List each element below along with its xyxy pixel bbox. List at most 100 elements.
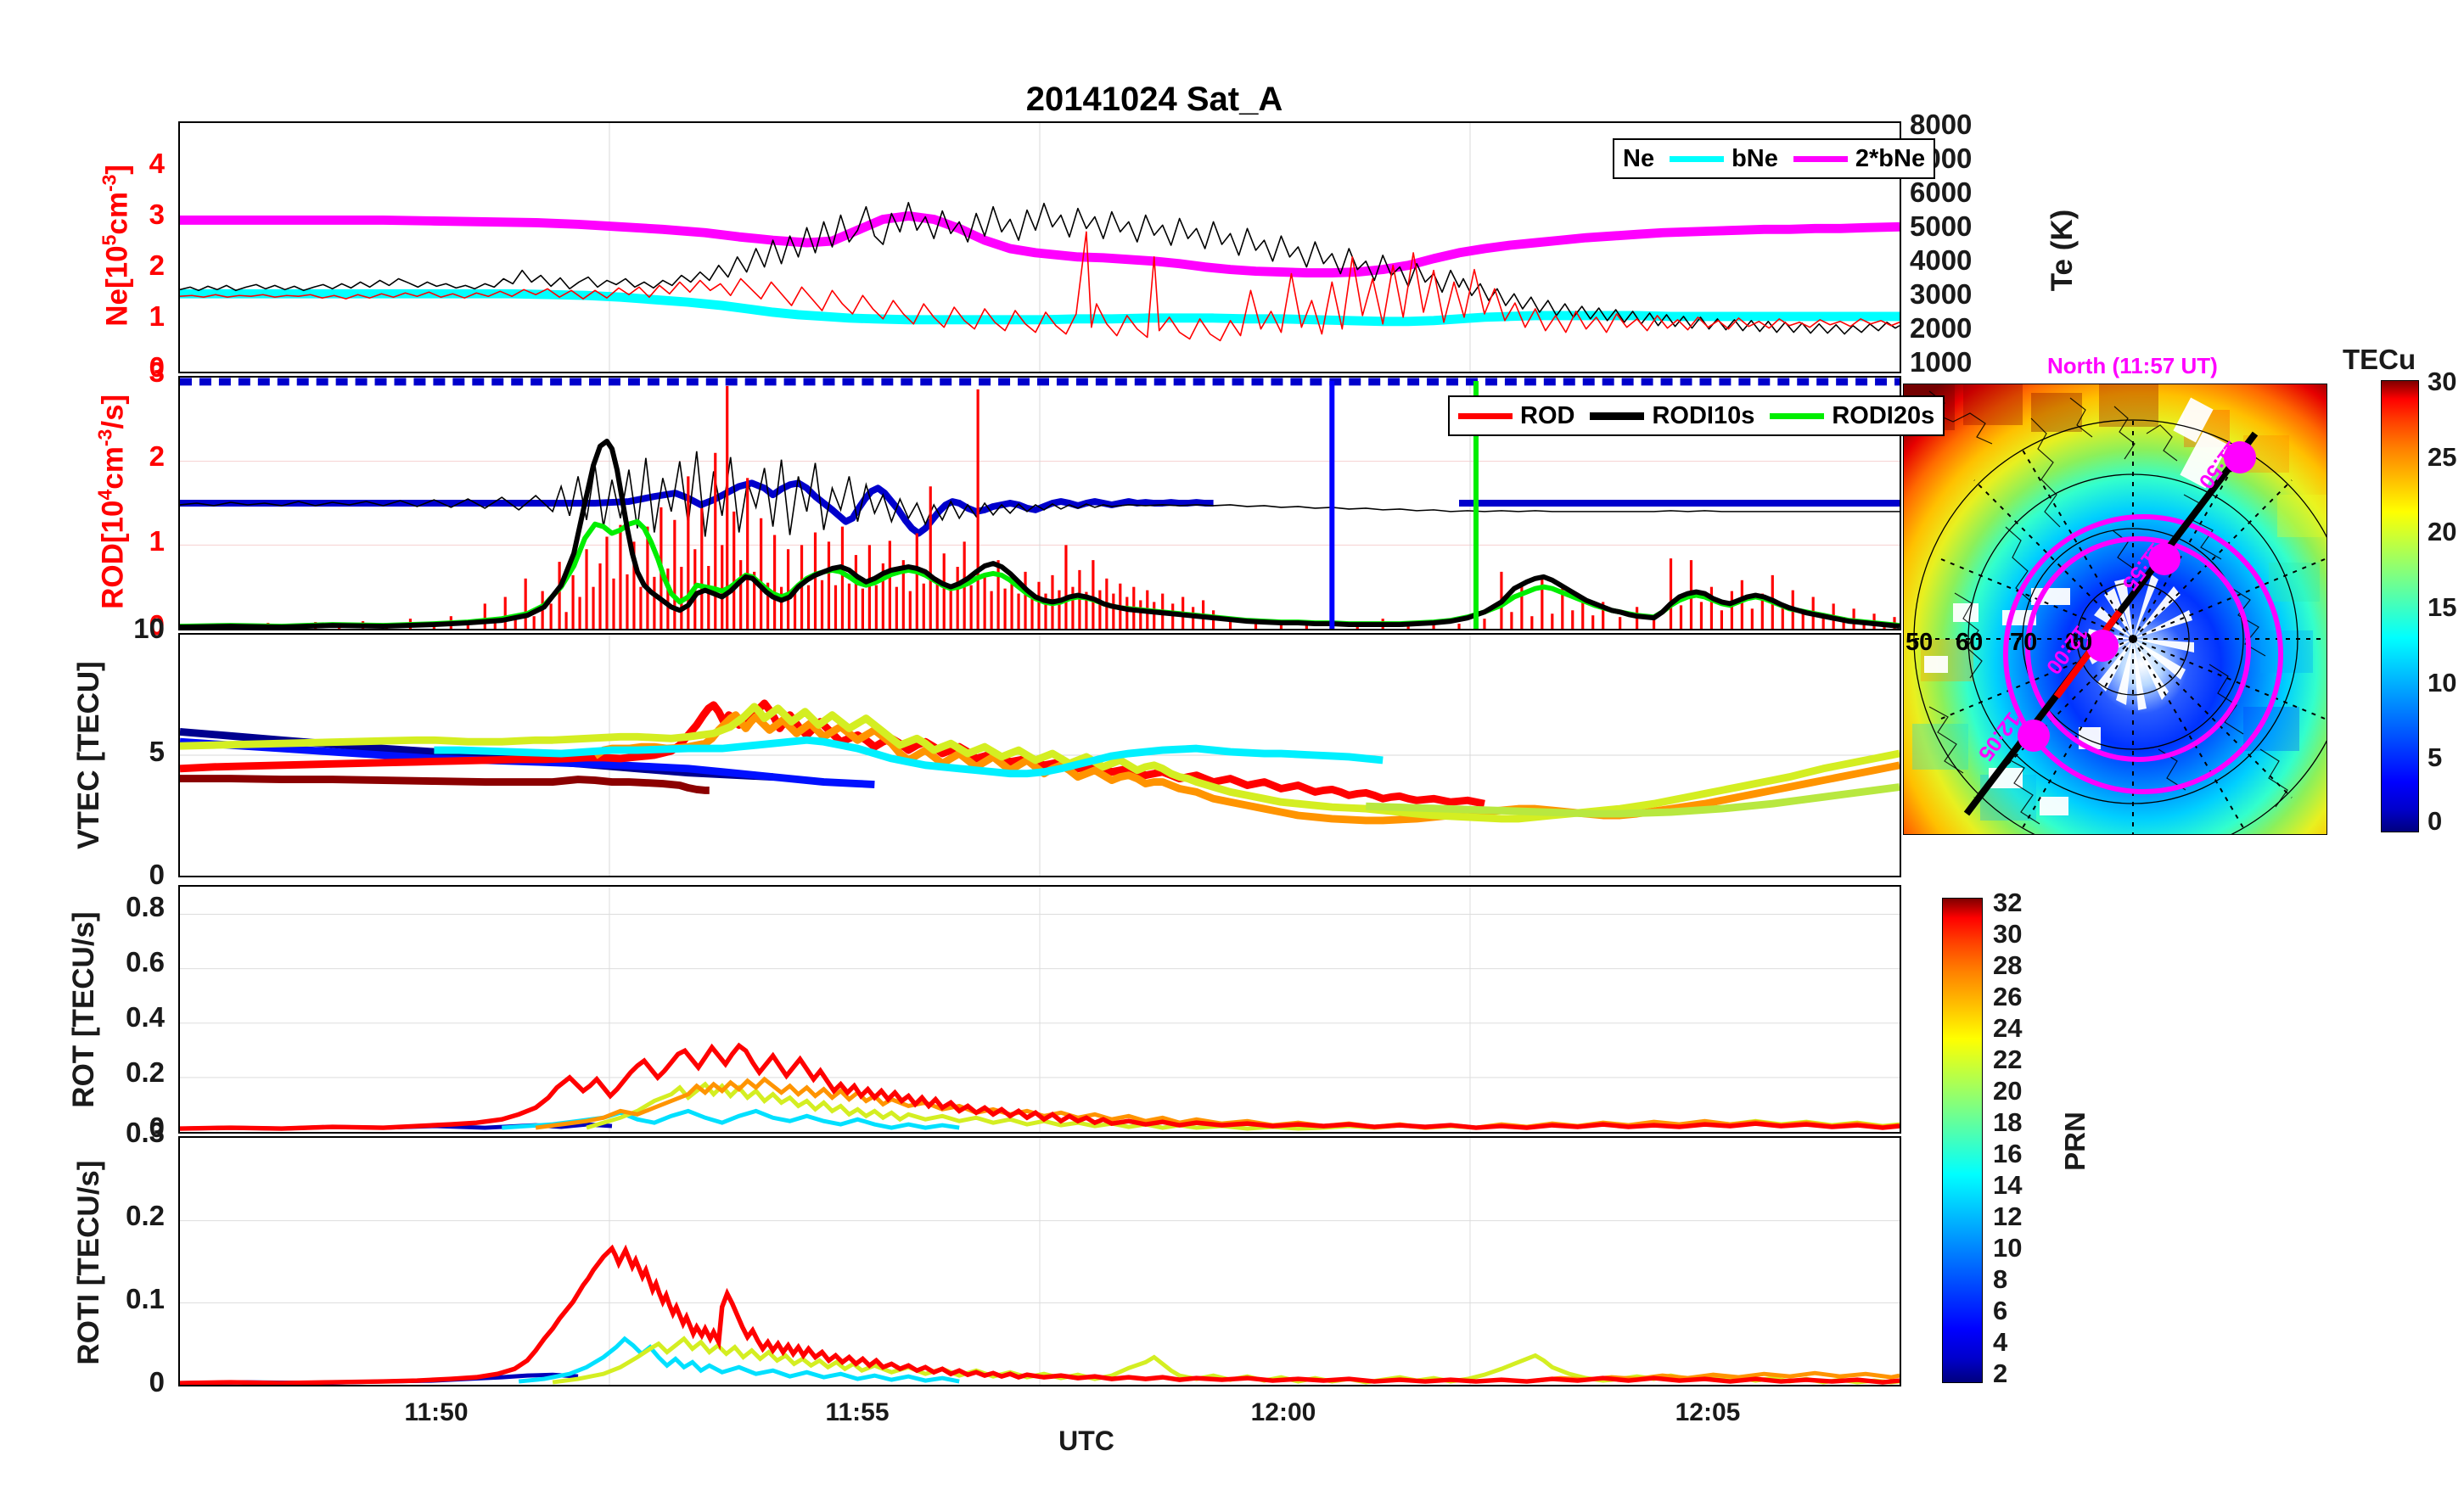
tecu-tick-15: 15 (2428, 592, 2457, 622)
p2-ytick-1: 1 (149, 525, 165, 557)
polar-tec-map[interactable]: 50 60 70 80 11:50 11:55 12:00 12:05 (1903, 384, 2327, 835)
xaxis-label: UTC (1058, 1426, 1114, 1456)
p3-ylabel: VTEC [TECU] (72, 661, 105, 849)
p1-ytick-right-1000: 1000 (1910, 346, 1973, 378)
p4-ytick-08: 0.8 (126, 891, 165, 922)
p1-ytick-right-8000: 8000 (1910, 109, 1973, 140)
p5-ylabel: ROTI [TECU/s] (72, 1160, 105, 1365)
p1-ytick-right-4000: 4000 (1910, 244, 1973, 276)
prn-tick-18: 18 (1993, 1107, 2023, 1137)
panel-ne-te-plot (180, 123, 1900, 372)
p1-ytick-right-5000: 5000 (1910, 210, 1973, 242)
legend-item-ne: Ne (1623, 145, 1654, 173)
tecu-tick-25: 25 (2428, 442, 2457, 472)
prn-tick-4: 4 (1993, 1327, 2008, 1357)
xtick-1150: 11:50 (404, 1398, 469, 1426)
legend-label-rodi10s: RODI10s (1652, 401, 1755, 429)
legend-item-bne: bNe (1670, 145, 1778, 173)
p4-ytick-04: 0.4 (126, 1001, 165, 1033)
prn-tick-24: 24 (1993, 1013, 2023, 1043)
legend-swatch-rod (1458, 412, 1513, 419)
legend-item-rod: ROD (1458, 402, 1574, 430)
page-title: 20141024 Sat_A (1025, 81, 1283, 118)
legend-label-ne: Ne (1623, 144, 1655, 172)
polar-lat-60: 60 (1956, 629, 1984, 656)
prn-tick-12: 12 (1993, 1202, 2023, 1231)
legend-swatch-rodi10s (1590, 412, 1645, 420)
p1-ytick-4: 4 (149, 148, 165, 179)
p1-ytick-right-6000: 6000 (1910, 176, 1973, 208)
prn-tick-30: 30 (1993, 919, 2023, 949)
panel-roti-plot (180, 1138, 1900, 1385)
prn-colorbar-title: PRN (2059, 1112, 2091, 1171)
polar-lat-70: 70 (2010, 629, 2038, 656)
prn-tick-26: 26 (1993, 982, 2023, 1011)
prn-tick-32: 32 (1993, 888, 2023, 917)
p1-ytick-3: 3 (149, 199, 165, 230)
prn-tick-16: 16 (1993, 1139, 2023, 1168)
p1-ytick-2: 2 (149, 249, 165, 281)
rod-spikes (195, 385, 1896, 629)
prn-tick-2: 2 (1993, 1358, 2008, 1388)
p5-ytick-01: 0.1 (126, 1283, 165, 1314)
p4-ytick-02: 0.2 (126, 1056, 165, 1088)
p3-ytick-0: 0 (149, 859, 165, 890)
tecu-tick-30: 30 (2428, 367, 2457, 396)
legend-swatch-bne (1670, 155, 1725, 162)
p2-ytick-2: 2 (149, 440, 165, 472)
p3-ytick-5: 5 (149, 736, 165, 767)
panel-vtec (178, 633, 1901, 877)
p4-ytick-0: 0 (149, 1112, 165, 1143)
prn-tick-10: 10 (1993, 1233, 2023, 1263)
p1-ylabel-right: Te (K) (2046, 209, 2079, 292)
legend-item-rodi10s: RODI10s (1590, 402, 1754, 430)
xtick-1200: 12:00 (1250, 1398, 1316, 1426)
legend-item-rodi20s: RODI20s (1770, 402, 1934, 430)
p2-ytick-0: 0 (149, 609, 165, 641)
prn-tick-22: 22 (1993, 1045, 2023, 1074)
panel-roti (178, 1136, 1901, 1386)
prn-tick-20: 20 (1993, 1076, 2023, 1106)
prn-tick-8: 8 (1993, 1264, 2008, 1294)
legend-rod: ROD RODI10s RODI20s (1448, 395, 1945, 436)
legend-label-2bne: 2*bNe (1855, 144, 1926, 172)
tecu-colorbar-title: TECu (2343, 344, 2416, 375)
p5-ytick-02: 0.2 (126, 1200, 165, 1231)
prn-tick-6: 6 (1993, 1296, 2008, 1325)
polar-map-plot (1904, 384, 2326, 834)
prn-tick-28: 28 (1993, 950, 2023, 980)
p5-ytick-0: 0 (149, 1366, 165, 1398)
panel-rot (178, 885, 1901, 1134)
prn-colorbar (1942, 898, 1983, 1383)
p1-ytick-right-3000: 3000 (1910, 278, 1973, 310)
panel-rot-plot (180, 887, 1900, 1132)
legend-swatch-rodi20s (1770, 412, 1825, 419)
tecu-tick-20: 20 (2428, 517, 2457, 546)
p1-ytick-1: 1 (149, 300, 165, 332)
p3-ytick-10: 10 (133, 613, 165, 644)
xtick-1205: 12:05 (1675, 1398, 1741, 1426)
p2-ytick-3: 3 (149, 356, 165, 388)
polar-lat-50: 50 (1906, 629, 1934, 656)
legend-swatch-2bne (1793, 155, 1848, 162)
polar-lat-80: 80 (2065, 629, 2093, 656)
p1-ytick-0: 0 (149, 351, 165, 383)
tecu-tick-10: 10 (2428, 668, 2457, 697)
legend-ne: Ne bNe 2*bNe (1613, 138, 1936, 179)
satellite-track-highlight (2053, 609, 2123, 699)
p5-ytick-03: 0.3 (126, 1117, 165, 1148)
legend-label-bne: bNe (1732, 144, 1778, 172)
polar-north-label: North (11:57 UT) (2047, 353, 2218, 378)
panel-vtec-plot (180, 635, 1900, 876)
legend-label-rodi20s: RODI20s (1832, 401, 1935, 429)
legend-label-rod: ROD (1520, 401, 1575, 429)
xtick-1155: 11:55 (825, 1398, 890, 1426)
p4-ytick-06: 0.6 (126, 946, 165, 977)
tecu-colorbar (2381, 380, 2419, 832)
tecu-tick-0: 0 (2428, 806, 2443, 836)
tecu-tick-5: 5 (2428, 742, 2443, 772)
panel-rod-plot (180, 378, 1900, 629)
track-time-markers (2018, 441, 2256, 752)
p1-ytick-right-2000: 2000 (1910, 312, 1973, 344)
